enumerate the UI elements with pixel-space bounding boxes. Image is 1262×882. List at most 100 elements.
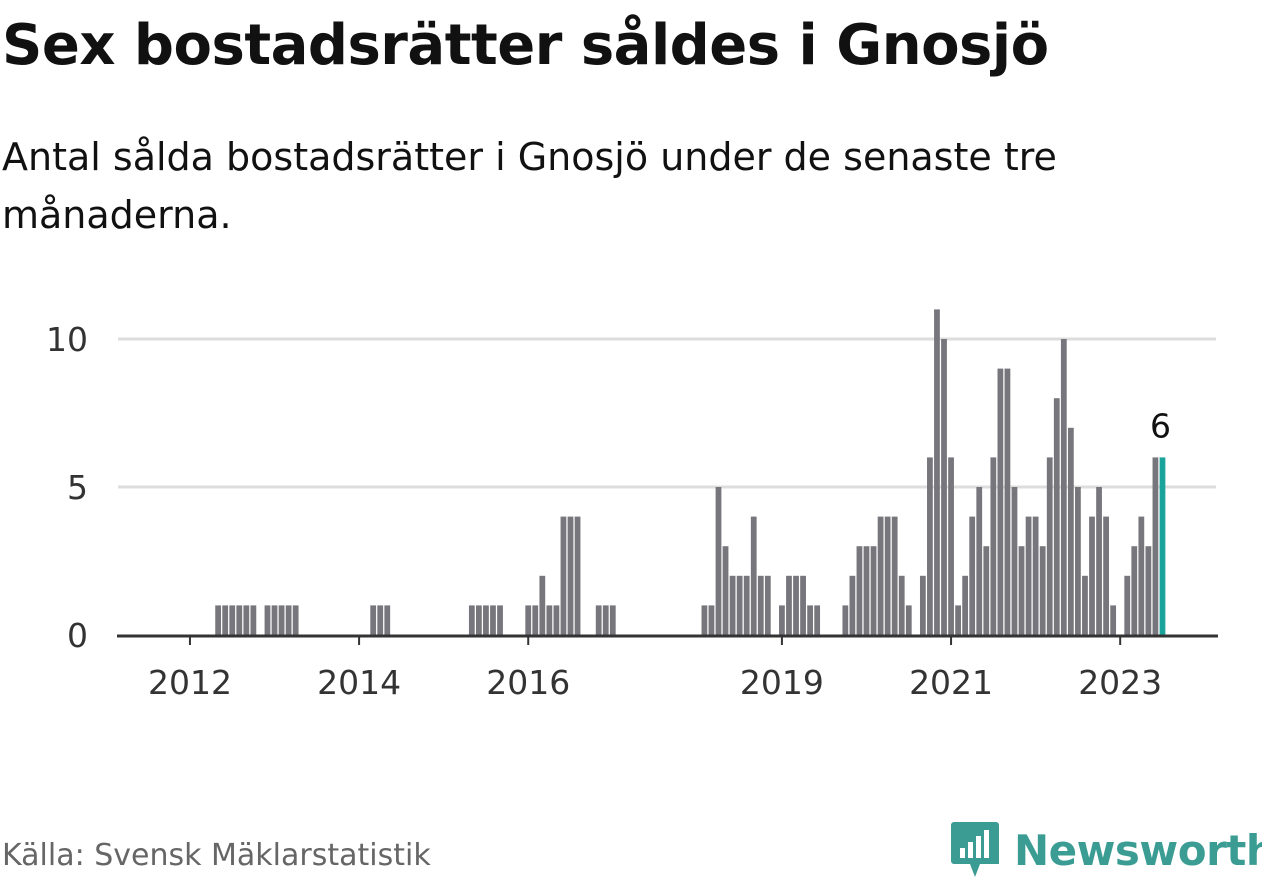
x-tick-label: 2023 (1078, 663, 1162, 702)
x-tick-label: 2019 (740, 663, 824, 702)
x-tick-label: 2014 (317, 663, 401, 702)
bar (497, 605, 503, 635)
bar (807, 605, 814, 635)
bar (1103, 516, 1109, 635)
bar (1124, 575, 1131, 635)
bar (1096, 487, 1102, 635)
bar (814, 605, 821, 635)
chart-title: Sex bostadsrätter såldes i Gnosjö (2, 13, 1049, 78)
bar (934, 309, 940, 635)
bar (1138, 516, 1145, 635)
gridlines (118, 337, 1216, 489)
bar (722, 546, 729, 635)
bar (701, 605, 708, 635)
bar (1039, 546, 1046, 635)
y-tick-label: 5 (67, 468, 88, 507)
bar (715, 487, 722, 635)
bar (243, 605, 250, 635)
bar (215, 605, 222, 635)
source-credit: Källa: Svensk Mäklarstatistik (2, 838, 431, 873)
bar (1004, 368, 1011, 635)
bar (750, 516, 757, 635)
bar (884, 516, 891, 635)
bar (757, 575, 764, 635)
bar (278, 605, 285, 635)
bars (215, 309, 1166, 635)
bar (532, 605, 539, 635)
bar (919, 575, 926, 635)
bar (250, 605, 257, 635)
bar (1053, 398, 1060, 635)
bar (285, 605, 292, 635)
bar (743, 575, 750, 635)
bar (370, 605, 377, 635)
bar (490, 605, 496, 635)
bar (708, 605, 715, 635)
bar (1089, 516, 1095, 635)
brand-logo-block: Newsworthy (950, 818, 1262, 882)
x-tick-label: 2021 (909, 663, 993, 702)
bar (1046, 457, 1053, 635)
bar (553, 605, 560, 635)
bar (905, 605, 912, 635)
bar (736, 575, 743, 635)
bar (1018, 546, 1025, 635)
bar (602, 605, 609, 635)
bar (800, 575, 806, 635)
bar (384, 605, 391, 635)
bar-chart: 0 5 10 2012 2014 2016 2019 2021 2023 6 (46, 309, 1218, 702)
y-tick-label: 0 (67, 616, 88, 655)
bar (475, 605, 482, 635)
bar (990, 457, 997, 635)
bar (962, 575, 969, 635)
chart-subtitle: Antal sålda bostadsrätter i Gnosjö under… (2, 135, 1057, 237)
brand-name: Newsworthy (1014, 825, 1262, 875)
bar (969, 516, 976, 635)
bar (539, 575, 546, 635)
bar (927, 457, 933, 635)
bar (264, 605, 271, 635)
bar (483, 605, 489, 635)
bar (1025, 516, 1032, 635)
bar (898, 575, 905, 635)
bar (546, 605, 553, 635)
x-tick-label: 2016 (486, 663, 570, 702)
bar (786, 575, 792, 635)
bar (595, 605, 602, 635)
bar (1145, 546, 1152, 635)
newsworthy-logo-icon (951, 822, 999, 877)
bar (1152, 457, 1159, 635)
axis-labels: 0 5 10 2012 2014 2016 2019 2021 2023 6 (46, 320, 1171, 702)
bar (891, 516, 898, 635)
bar (983, 546, 990, 635)
bar (955, 605, 961, 635)
bar (842, 605, 849, 635)
latest-value-label: 6 (1150, 406, 1171, 445)
bar (976, 487, 983, 635)
bar (856, 546, 863, 635)
bar (468, 605, 475, 635)
bar (1060, 339, 1067, 635)
bar (941, 339, 947, 635)
bar (870, 546, 877, 635)
bar-latest (1159, 457, 1166, 635)
bar (567, 516, 574, 635)
bar (863, 546, 870, 635)
bar (1082, 575, 1088, 635)
bar (997, 368, 1004, 635)
bar (229, 605, 236, 635)
bar (609, 605, 616, 635)
y-tick-label: 10 (46, 320, 88, 359)
bar (729, 575, 736, 635)
bar (793, 575, 799, 635)
bar (1075, 487, 1081, 635)
bar (222, 605, 229, 635)
bar (1067, 427, 1074, 635)
bar (779, 605, 785, 635)
bar (849, 575, 856, 635)
x-tick-label: 2012 (148, 663, 232, 702)
bar (1032, 516, 1039, 635)
bar (236, 605, 243, 635)
bar (271, 605, 278, 635)
bar (764, 575, 771, 635)
